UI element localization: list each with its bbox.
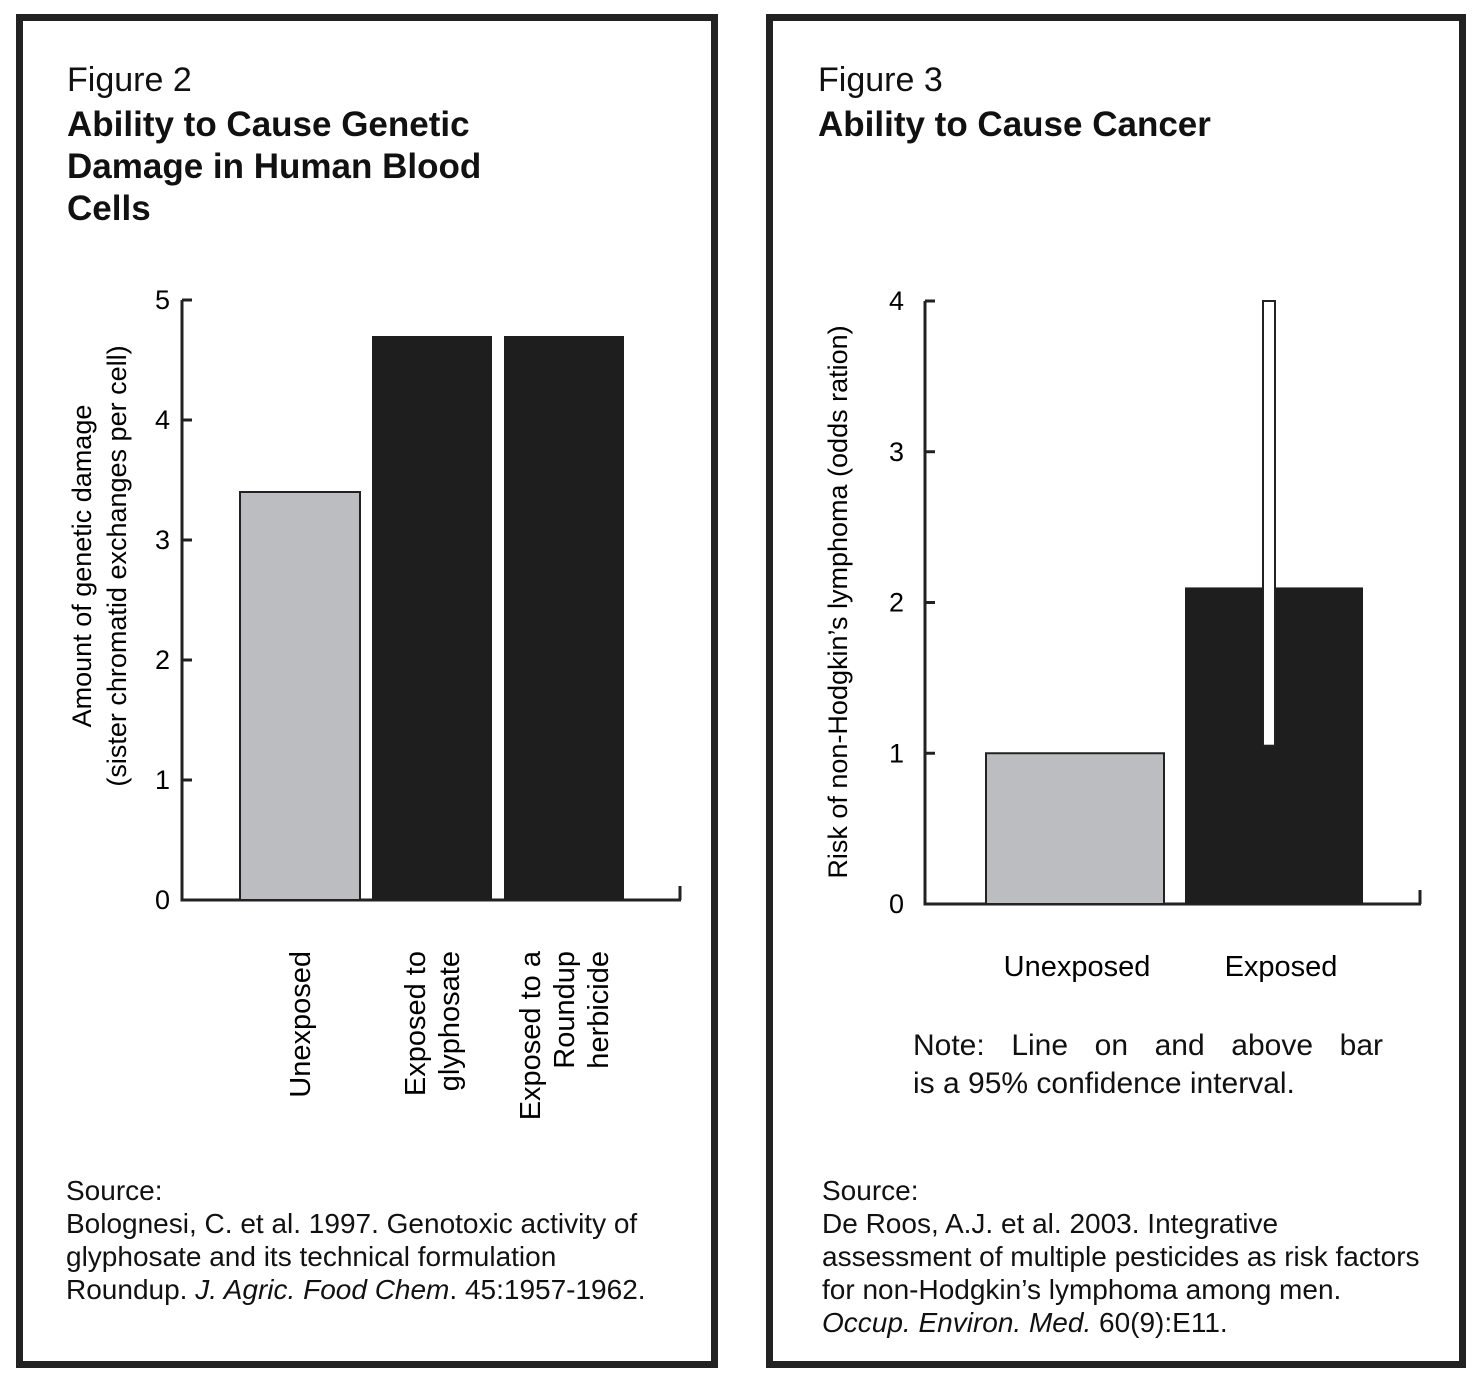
y-tick-label: 2 xyxy=(889,588,904,618)
y-tick-label: 1 xyxy=(155,765,170,795)
figure-2-source: Source: Bolognesi, C. et al. 1997. Genot… xyxy=(66,1174,666,1306)
bar xyxy=(985,752,1165,905)
x-category-label: Exposed to a xyxy=(515,950,547,1120)
source-citation: De Roos, A.J. et al. 2003. Integrative a… xyxy=(822,1208,1420,1305)
x-category-label: Unexposed xyxy=(1004,951,1151,983)
y-tick-label: 3 xyxy=(889,437,904,467)
source-tail: 60(9):E11. xyxy=(1091,1307,1228,1338)
source-journal: Occup. Environ. Med. xyxy=(822,1307,1092,1338)
figure-2-label: Figure 2 xyxy=(67,61,192,99)
source-label: Source: xyxy=(66,1175,163,1206)
figure-3-note: Note: Line on and above bar is a 95% con… xyxy=(913,1027,1383,1103)
note-line: is a 95% confidence interval. xyxy=(913,1067,1295,1100)
figure-2-title: Ability to Cause Genetic Damage in Human… xyxy=(67,104,481,230)
y-tick-label: 4 xyxy=(155,405,170,435)
figure-3-chart: 0 1 2 3 4 Risk of non-Hodgkin’s lymphoma (odd… xyxy=(823,286,1422,983)
figure-2-panel: Figure 2 Ability to Cause Genetic Damage… xyxy=(16,14,718,1368)
y-axis-label: Amount of genetic damage xyxy=(67,405,97,728)
figure-2-chart: 0 1 2 3 4 5 Amount of genetic damage (sister ch… xyxy=(67,285,682,1120)
y-tick-label: 0 xyxy=(155,885,170,915)
note-line: Note: Line on and above bar xyxy=(913,1029,1383,1062)
bar xyxy=(239,491,361,901)
y-tick-label: 5 xyxy=(155,285,170,315)
bar xyxy=(504,336,624,900)
y-tick-label: 2 xyxy=(155,645,170,675)
x-category-label: Unexposed xyxy=(285,951,317,1098)
figure-3-panel: Figure 3 Ability to Cause Cancer 0 1 2 3 4 Ri… xyxy=(766,14,1466,1368)
y-tick-label: 0 xyxy=(889,889,904,919)
x-category-label: Roundup xyxy=(549,951,581,1069)
y-tick-label: 1 xyxy=(889,738,904,768)
figure-3-label: Figure 3 xyxy=(818,61,943,99)
figure-3-source: Source: De Roos, A.J. et al. 2003. Integ… xyxy=(822,1174,1432,1339)
bar xyxy=(372,336,492,900)
source-label: Source: xyxy=(822,1175,919,1206)
figure-3-title: Ability to Cause Cancer xyxy=(818,104,1211,146)
source-tail: . 45:1957-1962. xyxy=(449,1274,646,1305)
figure-2-title-line: Ability to Cause Genetic xyxy=(67,105,470,144)
x-category-label: Exposed xyxy=(1225,951,1338,983)
y-axis-label: Risk of non-Hodgkin’s lymphoma (odds rat… xyxy=(823,325,853,878)
figure-2-title-line: Cells xyxy=(67,189,151,228)
figure-3-title-line: Ability to Cause Cancer xyxy=(818,105,1211,144)
y-tick-label: 4 xyxy=(889,286,904,316)
y-tick-label: 3 xyxy=(155,525,170,555)
source-journal: J. Agric. Food Chem xyxy=(195,1274,450,1305)
x-category-label: herbicide xyxy=(583,951,615,1069)
source-citation: Bolognesi, C. et al. 1997. Genotoxic act… xyxy=(66,1208,638,1305)
y-axis-label: (sister chromatid exchanges per cell) xyxy=(102,345,132,786)
confidence-interval-bar xyxy=(1262,300,1276,747)
figure-2-title-line: Damage in Human Blood xyxy=(67,147,482,186)
x-category-label: glyphosate xyxy=(434,951,466,1091)
x-category-label: Exposed to xyxy=(400,951,432,1096)
